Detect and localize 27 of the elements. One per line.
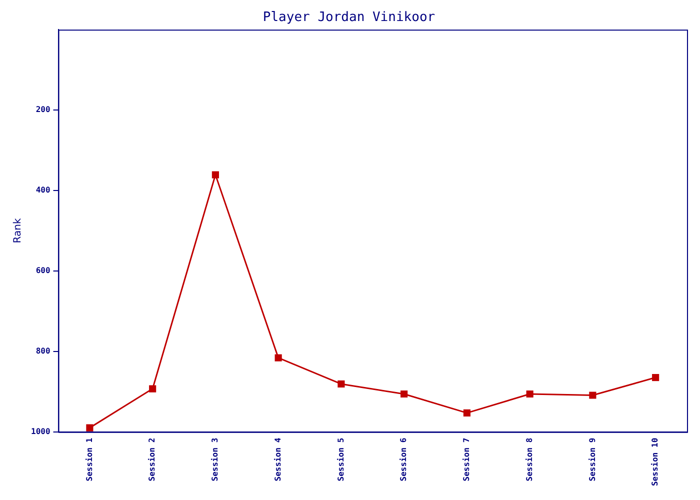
y-tick-label: 800 <box>36 346 50 356</box>
x-tick-label: Session 5 <box>336 438 346 482</box>
x-tick-label: Session 3 <box>210 438 220 482</box>
point <box>652 374 660 382</box>
point <box>400 390 408 398</box>
point <box>338 380 345 388</box>
x-tick-label: Session 10 <box>650 438 660 486</box>
point <box>86 424 94 432</box>
x-tick-label: Session 6 <box>399 438 408 482</box>
point <box>463 409 470 416</box>
x-tick-label: Session 2 <box>148 438 157 482</box>
y-tick-label: 1000 <box>31 426 50 436</box>
x-tick-label: Session 9 <box>588 438 597 482</box>
y-tick-label: 200 <box>36 105 50 114</box>
point <box>149 385 156 392</box>
y-axis-title: Rank <box>12 218 24 244</box>
chart-title: Player Jordan Vinikoor <box>262 10 436 26</box>
y-tick-label: 600 <box>36 266 50 276</box>
x-tick-label: Session 1 <box>84 438 94 482</box>
point <box>526 390 534 398</box>
point <box>212 171 219 178</box>
x-tick-label: Session 8 <box>524 438 534 482</box>
x-tick-label: Session 4 <box>273 438 282 482</box>
point <box>589 392 596 399</box>
point <box>274 354 282 362</box>
x-tick-label: Session 7 <box>462 438 472 482</box>
y-tick-label: 400 <box>36 186 50 195</box>
